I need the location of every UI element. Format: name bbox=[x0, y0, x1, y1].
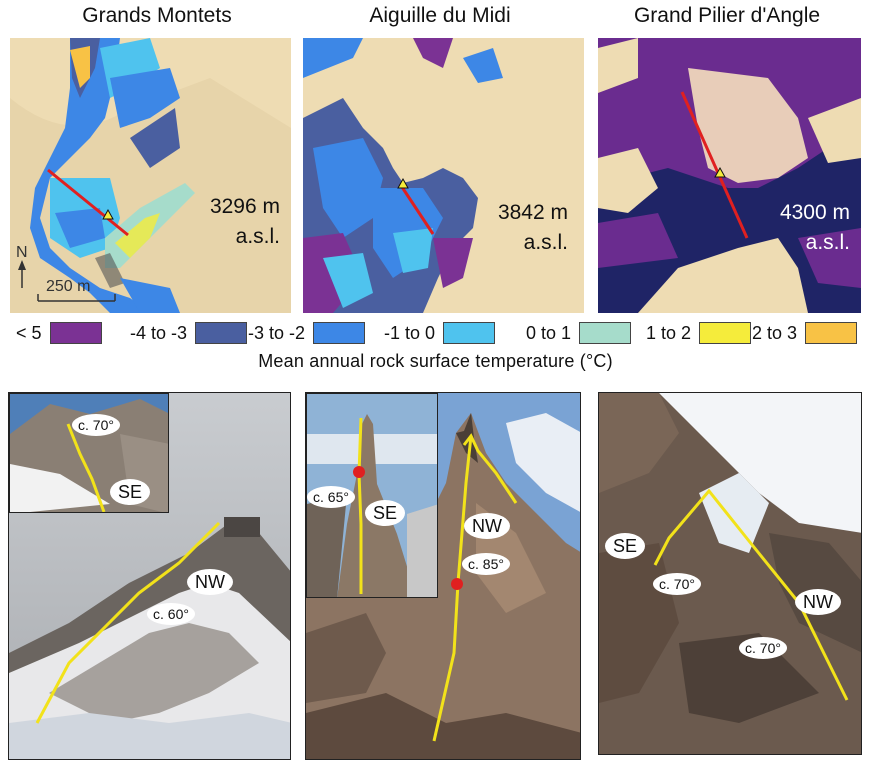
inset-angle: c. 65° bbox=[307, 486, 355, 508]
altitude-value: 4300 m bbox=[779, 201, 850, 224]
asl-label: a.s.l. bbox=[523, 231, 568, 254]
asl-label: a.s.l. bbox=[805, 231, 850, 254]
legend-item: -3 to -2 bbox=[248, 322, 366, 344]
legend-item: -4 to -3 bbox=[130, 322, 248, 344]
inset-angle: c. 70° bbox=[72, 414, 120, 436]
scale-bar-label: 250 m bbox=[46, 278, 91, 295]
legend-item: 2 to 3 bbox=[752, 322, 858, 344]
label-nw: NW bbox=[795, 589, 841, 615]
legend-swatch bbox=[699, 322, 752, 344]
inset-aiguille-du-midi-se: c. 65° SE bbox=[306, 393, 438, 598]
photo-grands-montets: NW c. 60° c. 70° SE bbox=[8, 392, 291, 760]
legend-label: -3 to -2 bbox=[248, 322, 306, 343]
asl-label: a.s.l. bbox=[235, 225, 280, 248]
temperature-legend: < 5 -4 to -3 -3 to -2 -1 to 0 0 to 1 1 t… bbox=[0, 318, 871, 348]
legend-label: 1 to 2 bbox=[646, 322, 692, 343]
map-aiguille-du-midi: 3842 m a.s.l. bbox=[303, 38, 584, 313]
photo-grand-pilier: SE c. 70° NW c. 70° bbox=[598, 392, 862, 755]
map-grand-pilier: 4300 m a.s.l. bbox=[598, 38, 861, 313]
altitude-value: 3296 m bbox=[209, 195, 280, 218]
legend-label: < 5 bbox=[16, 322, 42, 343]
label-se-angle: c. 70° bbox=[653, 573, 701, 595]
altitude-label: 4300 m a.s.l. bbox=[738, 198, 850, 258]
title-grands-montets: Grands Montets bbox=[82, 4, 232, 27]
inset-label-se: SE bbox=[110, 479, 151, 505]
altitude-label: 3296 m a.s.l. bbox=[170, 192, 280, 252]
legend-label: 2 to 3 bbox=[752, 322, 798, 343]
label-se: SE bbox=[605, 533, 646, 559]
legend-label: -1 to 0 bbox=[384, 322, 436, 343]
legend-swatch bbox=[579, 322, 632, 344]
label-angle: c. 85° bbox=[462, 553, 510, 575]
legend-swatch bbox=[443, 322, 496, 344]
legend-swatch bbox=[49, 322, 102, 344]
inset-grands-montets-se: c. 70° SE bbox=[9, 393, 169, 513]
label-nw-angle: c. 70° bbox=[739, 637, 787, 659]
north-label: N bbox=[16, 244, 28, 261]
legend-item: < 5 bbox=[16, 322, 102, 344]
legend-swatch bbox=[805, 322, 858, 344]
label-nw: NW bbox=[187, 569, 233, 595]
legend-title: Mean annual rock surface temperature (°C… bbox=[258, 351, 613, 371]
label-angle: c. 60° bbox=[147, 603, 195, 625]
legend-item: 0 to 1 bbox=[526, 322, 632, 344]
legend-swatch bbox=[313, 322, 366, 344]
altitude-label: 3842 m a.s.l. bbox=[453, 198, 568, 258]
inset-label-se: SE bbox=[365, 500, 406, 526]
legend-label: 0 to 1 bbox=[526, 322, 572, 343]
altitude-value: 3842 m bbox=[497, 201, 568, 224]
label-nw: NW bbox=[464, 513, 510, 539]
title-aiguille-du-midi: Aiguille du Midi bbox=[369, 4, 511, 27]
legend-swatch bbox=[195, 322, 248, 344]
legend-label: -4 to -3 bbox=[130, 322, 188, 343]
title-grand-pilier: Grand Pilier d'Angle bbox=[633, 4, 821, 27]
map-grands-montets: 3296 m a.s.l. N 250 m bbox=[10, 38, 291, 313]
legend-item: 1 to 2 bbox=[646, 322, 752, 344]
photo-aiguille-du-midi: NW c. 85° c. 65° SE bbox=[305, 392, 581, 760]
legend-item: -1 to 0 bbox=[384, 322, 496, 344]
